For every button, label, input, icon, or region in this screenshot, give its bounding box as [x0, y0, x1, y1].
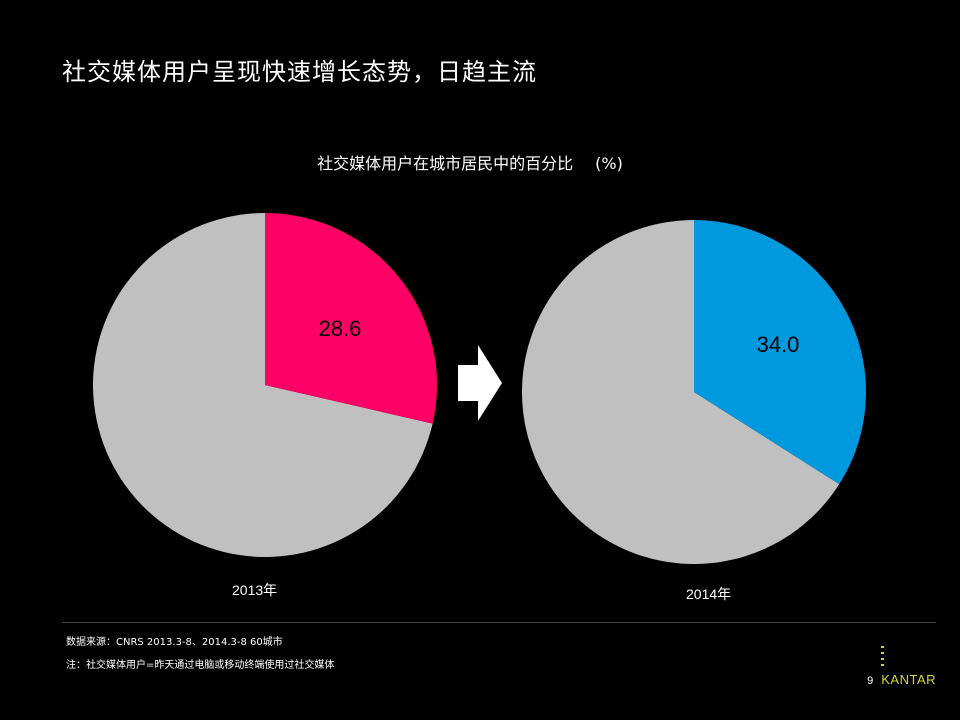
pie-slice-social-media-users	[265, 213, 438, 424]
slide-title: 社交媒体用户呈现快速增长态势，日趋主流	[62, 58, 537, 86]
chart-title: 社交媒体用户在城市居民中的百分比 (%)	[0, 150, 940, 174]
footnote-note: 注：社交媒体用户=昨天通过电脑或移动终端使用过社交媒体	[66, 660, 335, 671]
right-arrow-icon	[458, 345, 502, 421]
chart-unit: (%)	[595, 154, 623, 173]
footer-brand: 9 KANTAR	[867, 672, 936, 687]
page-number: 9	[867, 675, 874, 687]
pie-value-label: 34.0	[757, 332, 800, 357]
pie-2014-year-label: 2014年	[686, 586, 732, 602]
footer-divider	[62, 622, 936, 623]
pie-2013: 28.6	[92, 213, 438, 557]
brand-logo: KANTAR	[881, 672, 936, 687]
pie-2013-year-label: 2013年	[232, 582, 278, 598]
pie-slice-social-media-users	[694, 220, 866, 485]
pie-value-label: 28.6	[319, 316, 362, 341]
brand-dots-icon	[881, 646, 884, 670]
footnote-source: 数据来源：CNRS 2013.3-8、2014.3-8 60城市	[66, 637, 283, 648]
pie-slice-remainder	[521, 220, 840, 564]
pie-slice-remainder	[92, 213, 433, 557]
chart-title-text: 社交媒体用户在城市居民中的百分比	[317, 154, 574, 173]
pie-2014: 34.0	[521, 220, 866, 564]
